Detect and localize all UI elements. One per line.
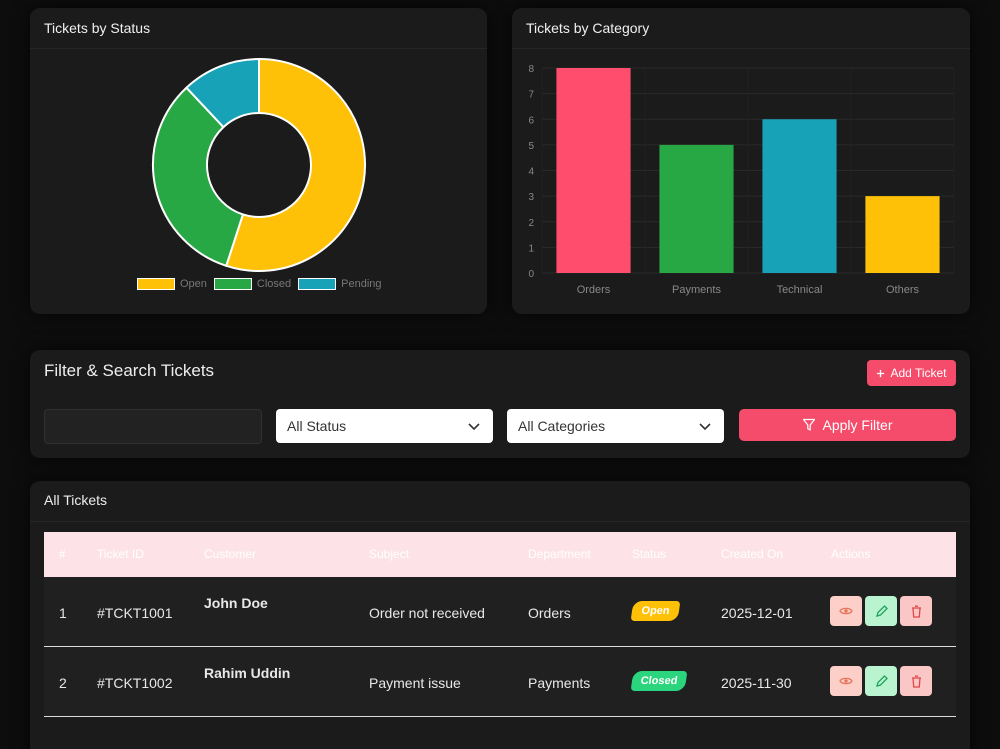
donut-slice-pending[interactable] xyxy=(185,57,260,129)
bar-orders[interactable] xyxy=(556,68,631,273)
title-divider xyxy=(512,48,970,49)
filter-title: Filter & Search Tickets xyxy=(44,361,215,380)
apply-filter-button[interactable]: Apply Filter xyxy=(739,409,956,441)
x-tick-label: Others xyxy=(886,284,920,296)
created-date: 2025-11-30 xyxy=(721,675,792,691)
ticket-department: Orders xyxy=(528,605,571,621)
col-header-actions: Actions xyxy=(831,547,871,561)
ticket-id: #TCKT1001 xyxy=(97,605,173,621)
y-tick-label: 0 xyxy=(528,269,534,280)
bar-payments[interactable] xyxy=(659,144,734,273)
y-tick-label: 2 xyxy=(528,218,534,229)
col-header-department: Department xyxy=(528,547,591,561)
category-bar-chart: 0 1 2 3 4 5 6 7 8 Orders Payments Technical Others xyxy=(528,64,955,296)
col-header-ticket-id: Ticket ID xyxy=(97,547,144,561)
y-tick-label: 5 xyxy=(528,141,534,152)
category-select[interactable]: All Categories xyxy=(507,409,724,443)
x-tick-label: Technical xyxy=(777,284,823,296)
status-legend: Open Closed Pending xyxy=(137,278,389,290)
view-button[interactable] xyxy=(830,596,862,626)
category-chart-card: Tickets by Category 0 1 2 3 4 5 6 7 8 Orders Payme… xyxy=(512,8,970,314)
status-select[interactable]: All Status xyxy=(276,409,493,443)
y-tick-label: 4 xyxy=(528,167,534,178)
delete-button[interactable] xyxy=(900,666,932,696)
y-tick-label: 3 xyxy=(528,192,534,203)
trash-icon xyxy=(911,675,921,688)
tickets-card: All Tickets # Ticket ID Customer Subject… xyxy=(30,481,970,749)
edit-button[interactable] xyxy=(865,596,897,626)
row-number: 1 xyxy=(59,605,67,621)
row-number: 2 xyxy=(59,675,67,691)
ticket-subject: Payment issue xyxy=(369,675,461,691)
ticket-id: #TCKT1002 xyxy=(97,675,173,691)
edit-button[interactable] xyxy=(865,666,897,696)
add-ticket-label: Add Ticket xyxy=(890,366,947,380)
col-header-customer: Customer xyxy=(204,547,257,561)
bar-technical[interactable] xyxy=(762,119,837,273)
y-tick-label: 8 xyxy=(528,64,534,75)
search-input[interactable] xyxy=(44,409,262,444)
filter-icon xyxy=(803,418,816,431)
title-divider xyxy=(30,48,487,49)
status-badge: Open xyxy=(630,601,681,621)
pencil-icon xyxy=(875,604,888,617)
legend-swatch-pending xyxy=(298,278,337,290)
customer-name: John Doe xyxy=(204,595,268,611)
chevron-down-icon xyxy=(699,423,711,431)
title-divider xyxy=(30,521,970,522)
view-button[interactable] xyxy=(830,666,862,696)
plus-icon xyxy=(877,369,885,377)
col-header-num: # xyxy=(59,547,66,561)
y-tick-label: 7 xyxy=(528,90,534,101)
col-header-subject: Subject xyxy=(369,547,410,561)
eye-icon xyxy=(839,677,853,685)
legend-label-pending: Pending xyxy=(341,278,382,290)
chevron-down-icon xyxy=(468,423,480,431)
add-ticket-button[interactable]: Add Ticket xyxy=(867,360,956,386)
category-select-value: All Categories xyxy=(518,418,606,434)
legend-item-open[interactable]: Open xyxy=(137,278,207,290)
bar-others[interactable] xyxy=(865,196,940,273)
y-tick-label: 6 xyxy=(528,115,534,126)
legend-item-closed[interactable]: Closed xyxy=(213,278,292,290)
apply-filter-label: Apply Filter xyxy=(822,417,893,433)
status-select-value: All Status xyxy=(287,418,347,434)
ticket-subject: Order not received xyxy=(369,605,485,621)
legend-item-pending[interactable]: Pending xyxy=(298,278,382,290)
status-chart-title: Tickets by Status xyxy=(44,20,151,36)
trash-icon xyxy=(911,605,921,618)
legend-label-closed: Closed xyxy=(256,278,292,290)
status-badge: Closed xyxy=(630,671,688,691)
legend-swatch-open xyxy=(137,278,175,290)
customer-name: Rahim Uddin xyxy=(204,665,291,681)
x-tick-label: Payments xyxy=(672,284,721,296)
filter-card: Filter & Search Tickets Add Ticket All S… xyxy=(30,350,970,458)
table-header: # Ticket ID Customer Subject Department … xyxy=(44,532,956,577)
col-header-created-on: Created On xyxy=(721,547,784,561)
legend-label-open: Open xyxy=(180,278,207,290)
x-tick-label: Orders xyxy=(577,284,611,296)
ticket-department: Payments xyxy=(528,675,591,691)
table-row: 2 #TCKT1002 Rahim Uddin Payment issue Pa… xyxy=(44,647,956,717)
y-tick-label: 1 xyxy=(528,243,534,254)
delete-button[interactable] xyxy=(900,596,932,626)
created-date: 2025-12-01 xyxy=(721,605,793,621)
tickets-title: All Tickets xyxy=(44,492,108,508)
status-donut-chart xyxy=(152,57,366,272)
donut-slice-closed[interactable] xyxy=(152,86,245,268)
legend-swatch-closed xyxy=(213,278,252,290)
donut-slice-open[interactable] xyxy=(224,57,366,272)
col-header-status: Status xyxy=(632,547,667,561)
table-row: 1 #TCKT1001 John Doe Order not received … xyxy=(44,577,956,647)
status-chart-card: Tickets by Status Open Closed Pending xyxy=(30,8,487,314)
eye-icon xyxy=(839,607,853,615)
pencil-icon xyxy=(875,674,888,687)
category-chart-title: Tickets by Category xyxy=(526,20,650,36)
